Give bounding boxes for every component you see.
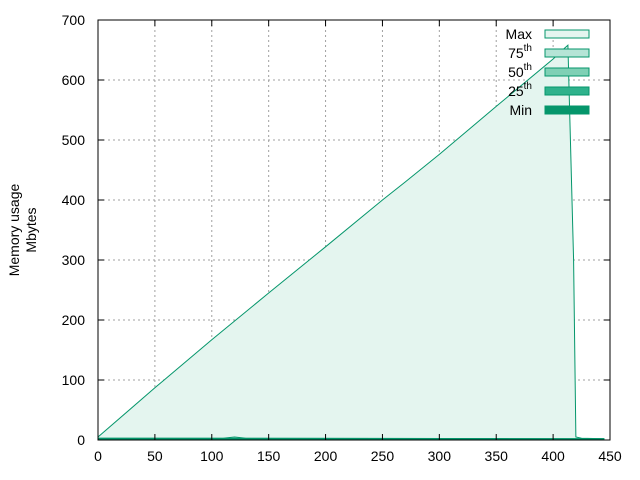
legend-swatch-max [544, 29, 590, 39]
legend-label-main-max: Max [506, 26, 532, 42]
legend-swatch-min [544, 105, 590, 115]
legend-label-min: Min [509, 102, 532, 118]
y-axis-label-line-2: Mbytes [23, 207, 39, 252]
y-tick-label-200: 200 [62, 312, 86, 328]
legend-label-main-50th: 50 [508, 64, 524, 80]
legend-label-main-75th: 75 [508, 45, 524, 61]
y-tick-label-100: 100 [62, 372, 86, 388]
legend-label-main-25th: 25 [508, 83, 524, 99]
legend-label-main-min: Min [509, 102, 532, 118]
y-tick-label-500: 500 [62, 132, 86, 148]
axis-labels: Memory usageMbytes [6, 183, 39, 276]
x-tick-label-200: 200 [314, 448, 338, 464]
x-tick-label-300: 300 [428, 448, 452, 464]
y-axis-label-line-1: Memory usage [6, 183, 22, 276]
x-tick-label-350: 350 [485, 448, 509, 464]
x-tick-label-250: 250 [371, 448, 395, 464]
legend-swatch-25th [544, 86, 590, 96]
legend-label-sup-75th: th [524, 43, 532, 54]
legend-swatch-50th [544, 67, 590, 77]
x-tick-label-150: 150 [257, 448, 281, 464]
series-line-max [97, 44, 605, 440]
y-tick-label-700: 700 [62, 12, 86, 28]
y-tick-label-400: 400 [62, 192, 86, 208]
x-tick-label-0: 0 [94, 448, 102, 464]
axis-ticks: 0 50 100 150 200 250 300 350 400 450 0 100 200 300 400… [62, 12, 622, 464]
legend-label-sup-50th: th [524, 62, 532, 73]
x-tick-label-400: 400 [541, 448, 565, 464]
legend-label-sup-25th: th [524, 81, 532, 92]
x-tick-label-50: 50 [147, 448, 163, 464]
legend-label-25th: 25th [508, 81, 532, 99]
y-tick-label-0: 0 [77, 432, 85, 448]
y-tick-label-300: 300 [62, 252, 86, 268]
series-areas [97, 44, 605, 440]
x-tick-label-450: 450 [598, 448, 622, 464]
legend-label-50th: 50th [508, 62, 532, 80]
legend-swatch-75th [544, 48, 590, 58]
y-axis-label: Memory usageMbytes [6, 183, 39, 276]
legend-label-75th: 75th [508, 43, 532, 61]
series-area-max [98, 45, 605, 440]
x-tick-label-100: 100 [200, 448, 224, 464]
plot-border [97, 19, 611, 441]
plot-frame [97, 19, 611, 441]
legend-label-max: Max [506, 26, 532, 42]
y-tick-label-600: 600 [62, 72, 86, 88]
